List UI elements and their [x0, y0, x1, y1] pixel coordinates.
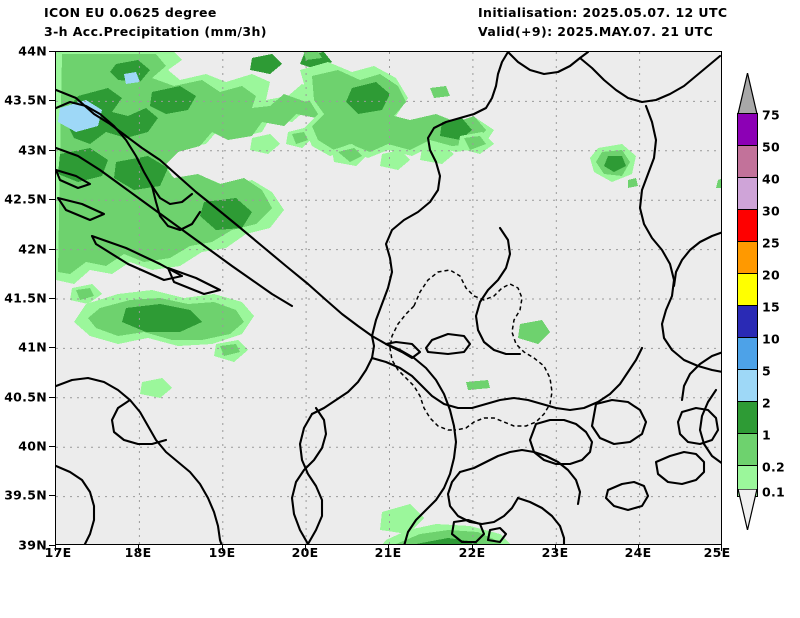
x-axis-label-24e: 24E: [624, 545, 652, 560]
x-tick: [222, 545, 224, 551]
colorbar-label-5: 5: [762, 363, 771, 379]
colorbar-segment-25-30: [737, 209, 758, 241]
y-axis-label-39-5n: 39.5N: [4, 487, 47, 503]
y-axis-label-39n: 39N: [18, 537, 47, 553]
map-canvas: [56, 52, 721, 544]
x-axis-label-23e: 23E: [541, 545, 569, 560]
y-axis-label-41-5n: 41.5N: [4, 290, 47, 306]
colorbar-segment-15-20: [737, 273, 758, 305]
colorbar-label-10: 10: [762, 331, 780, 347]
y-axis-label-40-5n: 40.5N: [4, 389, 47, 405]
y-tick: [49, 397, 55, 399]
y-axis-label-42-5n: 42.5N: [4, 191, 47, 207]
colorbar-segment-5-10: [737, 337, 758, 369]
x-tick: [721, 545, 723, 551]
initialisation-label: Initialisation: 2025.05.07. 12 UTC: [478, 5, 728, 20]
x-axis-label-18e: 18E: [124, 545, 152, 560]
field-name-label: 3-h Acc.Precipitation (mm/3h): [44, 24, 267, 39]
colorbar-label-2: 2: [762, 395, 771, 411]
map-gridlines: [56, 52, 721, 544]
colorbar-label-40: 40: [762, 171, 780, 187]
colorbar-segment-2-5: [737, 369, 758, 401]
coastlines-and-borders: [56, 52, 721, 544]
valid-time-label: Valid(+9): 2025.MAY.07. 21 UTC: [478, 24, 714, 39]
colorbar-segment-0-2-1: [737, 433, 758, 465]
y-axis-label-41n: 41N: [18, 339, 47, 355]
colorbar-label-15: 15: [762, 299, 780, 315]
x-tick: [305, 545, 307, 551]
y-tick: [49, 347, 55, 349]
colorbar-segment-50-75: [737, 113, 758, 145]
kosovo-border: [389, 269, 553, 431]
y-axis-label-43n: 43N: [18, 142, 47, 158]
x-axis-label-22e: 22E: [458, 545, 486, 560]
y-tick: [49, 446, 55, 448]
colorbar-overflow-arrow: [737, 73, 758, 114]
y-tick: [49, 249, 55, 251]
y-axis-label-44n: 44N: [18, 43, 47, 59]
colorbar-label-20: 20: [762, 267, 780, 283]
model-name-label: ICON EU 0.0625 degree: [44, 5, 217, 20]
y-tick: [49, 100, 55, 102]
map-graphics: [56, 52, 721, 544]
y-tick: [49, 495, 55, 497]
y-tick: [49, 150, 55, 152]
y-tick: [49, 545, 55, 547]
y-axis-label-42n: 42N: [18, 241, 47, 257]
colorbar-segment-40-50: [737, 145, 758, 177]
y-tick: [49, 298, 55, 300]
x-tick: [638, 545, 640, 551]
x-axis-label-21e: 21E: [374, 545, 402, 560]
x-tick: [472, 545, 474, 551]
colorbar-label-0-2: 0.2: [762, 459, 786, 475]
x-axis-label-20e: 20E: [291, 545, 319, 560]
x-axis-label-17e: 17E: [44, 545, 72, 560]
x-axis-label-19e: 19E: [208, 545, 236, 560]
x-axis-label-25e: 25E: [703, 545, 731, 560]
precipitation-field: [56, 52, 721, 544]
y-axis-label-43-5n: 43.5N: [4, 92, 47, 108]
colorbar-label-50: 50: [762, 139, 780, 155]
precipitation-map[interactable]: [55, 51, 722, 545]
colorbar-segment-1-2: [737, 401, 758, 433]
colorbar-underflow-arrow: [737, 489, 758, 530]
precipitation-colorbar[interactable]: [737, 113, 758, 497]
colorbar-label-0-1: 0.1: [762, 484, 786, 500]
x-tick: [55, 545, 57, 551]
colorbar-label-30: 30: [762, 203, 780, 219]
x-tick: [138, 545, 140, 551]
y-tick: [49, 199, 55, 201]
y-tick: [49, 51, 55, 53]
x-tick: [555, 545, 557, 551]
colorbar-segment-20-25: [737, 241, 758, 273]
y-axis-label-40n: 40N: [18, 438, 47, 454]
colorbar-label-1: 1: [762, 427, 771, 443]
x-tick: [388, 545, 390, 551]
colorbar-label-75: 75: [762, 107, 780, 123]
colorbar-segment-10-15: [737, 305, 758, 337]
colorbar-segment-30-40: [737, 177, 758, 209]
colorbar-label-25: 25: [762, 235, 780, 251]
